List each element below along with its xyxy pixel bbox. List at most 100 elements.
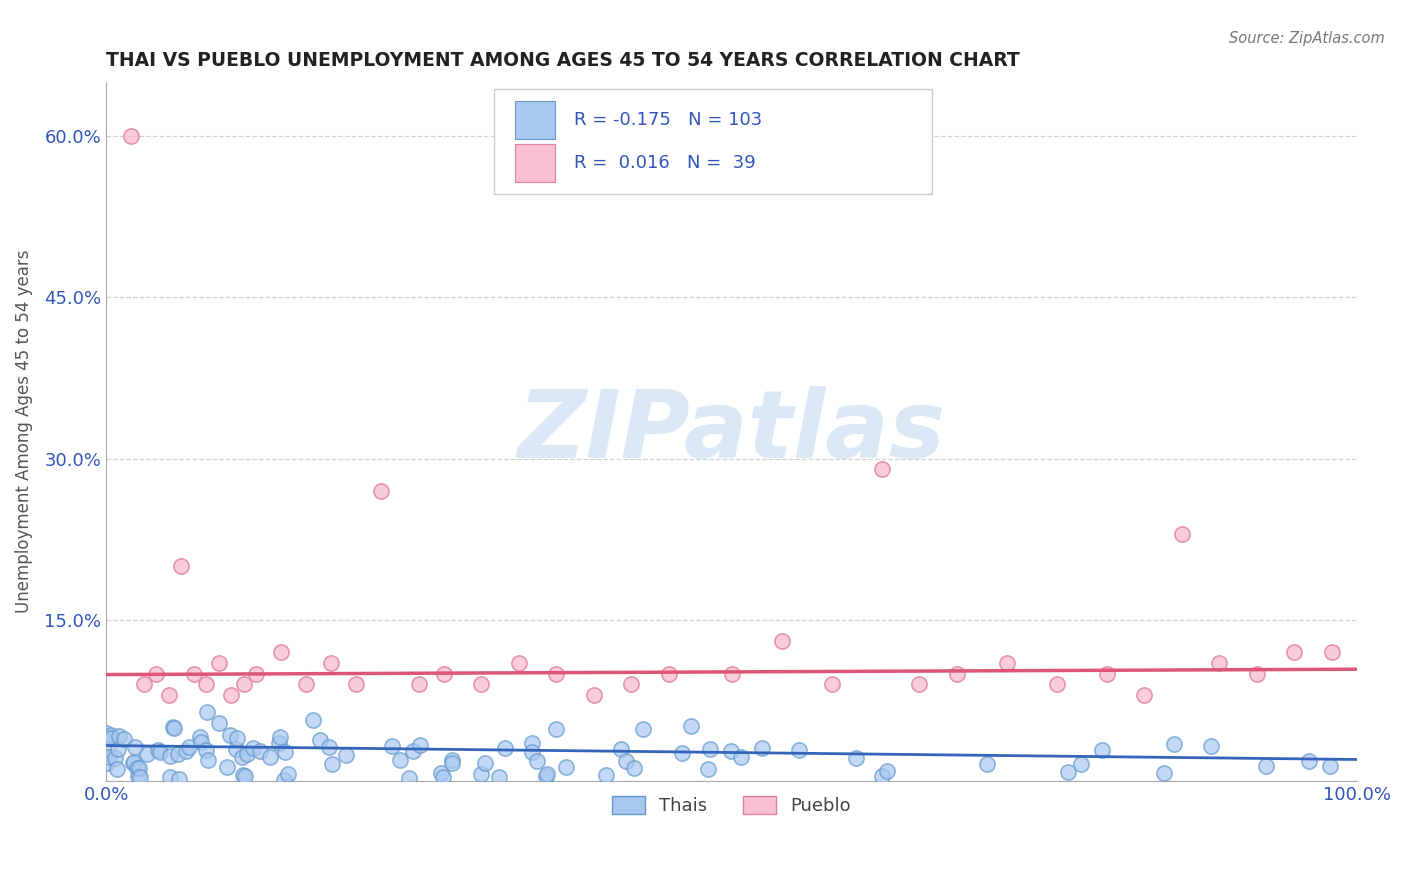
- Point: [321, 757, 343, 772]
- Point: [679, 719, 702, 733]
- Point: [270, 645, 292, 659]
- Point: [269, 736, 291, 750]
- Point: [107, 742, 129, 756]
- Point: [720, 744, 742, 758]
- Point: [595, 768, 617, 782]
- Point: [188, 730, 211, 744]
- Point: [1153, 765, 1175, 780]
- Point: [226, 731, 249, 745]
- Point: [104, 751, 127, 765]
- Point: [1056, 765, 1078, 780]
- Text: Source: ZipAtlas.com: Source: ZipAtlas.com: [1229, 31, 1385, 46]
- Point: [870, 462, 893, 476]
- Point: [1284, 645, 1306, 659]
- Point: [671, 746, 693, 760]
- Point: [554, 760, 576, 774]
- Point: [658, 666, 681, 681]
- Point: [470, 767, 492, 781]
- Point: [149, 745, 172, 759]
- Point: [720, 666, 742, 681]
- Point: [177, 739, 200, 754]
- Point: [976, 756, 998, 771]
- Point: [876, 764, 898, 778]
- Point: [127, 761, 149, 775]
- Point: [546, 722, 568, 736]
- Point: [98, 731, 121, 745]
- Point: [536, 767, 558, 781]
- Point: [470, 677, 492, 691]
- Point: [1319, 759, 1341, 773]
- Point: [945, 666, 967, 681]
- Point: [614, 754, 637, 768]
- Point: [208, 716, 231, 731]
- Point: [135, 747, 157, 762]
- Y-axis label: Unemployment Among Ages 45 to 54 years: Unemployment Among Ages 45 to 54 years: [15, 250, 32, 614]
- Point: [232, 768, 254, 782]
- Point: [94, 726, 117, 740]
- Point: [520, 736, 543, 750]
- Point: [610, 742, 633, 756]
- Point: [96, 756, 118, 770]
- Point: [159, 770, 181, 784]
- Text: THAI VS PUEBLO UNEMPLOYMENT AMONG AGES 45 TO 54 YEARS CORRELATION CHART: THAI VS PUEBLO UNEMPLOYMENT AMONG AGES 4…: [105, 51, 1019, 70]
- Point: [1095, 666, 1118, 681]
- Point: [631, 722, 654, 736]
- Point: [245, 666, 267, 681]
- Text: R =  0.016   N =  39: R = 0.016 N = 39: [574, 154, 755, 172]
- Point: [249, 744, 271, 758]
- Point: [620, 677, 643, 691]
- Point: [190, 735, 212, 749]
- Point: [120, 129, 142, 144]
- Point: [1171, 526, 1194, 541]
- Point: [820, 677, 842, 691]
- Point: [148, 742, 170, 756]
- Point: [167, 747, 190, 761]
- Point: [699, 742, 721, 756]
- Point: [302, 713, 325, 727]
- Point: [1070, 757, 1092, 772]
- Point: [242, 741, 264, 756]
- Text: ZIPatlas: ZIPatlas: [517, 385, 946, 478]
- FancyBboxPatch shape: [494, 89, 932, 194]
- Point: [870, 769, 893, 783]
- Point: [845, 751, 868, 765]
- Point: [536, 769, 558, 783]
- Point: [100, 728, 122, 742]
- Point: [429, 766, 451, 780]
- Point: [1298, 754, 1320, 768]
- Point: [225, 742, 247, 756]
- Point: [145, 666, 167, 681]
- Point: [194, 743, 217, 757]
- Point: [440, 756, 463, 770]
- Point: [219, 688, 242, 702]
- Point: [128, 770, 150, 784]
- FancyBboxPatch shape: [515, 101, 555, 139]
- Point: [174, 744, 197, 758]
- Point: [335, 748, 357, 763]
- Point: [409, 738, 432, 752]
- Point: [122, 755, 145, 769]
- Point: [273, 772, 295, 787]
- Point: [107, 729, 129, 743]
- Point: [508, 656, 530, 670]
- Point: [218, 728, 240, 742]
- Point: [208, 656, 231, 670]
- Point: [321, 656, 343, 670]
- Point: [522, 745, 544, 759]
- Point: [730, 750, 752, 764]
- Point: [370, 483, 392, 498]
- Point: [128, 761, 150, 775]
- Point: [157, 688, 180, 702]
- Point: [215, 759, 238, 773]
- Point: [121, 756, 143, 770]
- FancyBboxPatch shape: [515, 144, 555, 183]
- Point: [112, 732, 135, 747]
- Point: [236, 747, 259, 762]
- Point: [787, 742, 810, 756]
- Point: [381, 739, 404, 753]
- Point: [546, 666, 568, 681]
- Point: [474, 756, 496, 770]
- Point: [526, 754, 548, 768]
- Point: [1256, 759, 1278, 773]
- Point: [408, 677, 430, 691]
